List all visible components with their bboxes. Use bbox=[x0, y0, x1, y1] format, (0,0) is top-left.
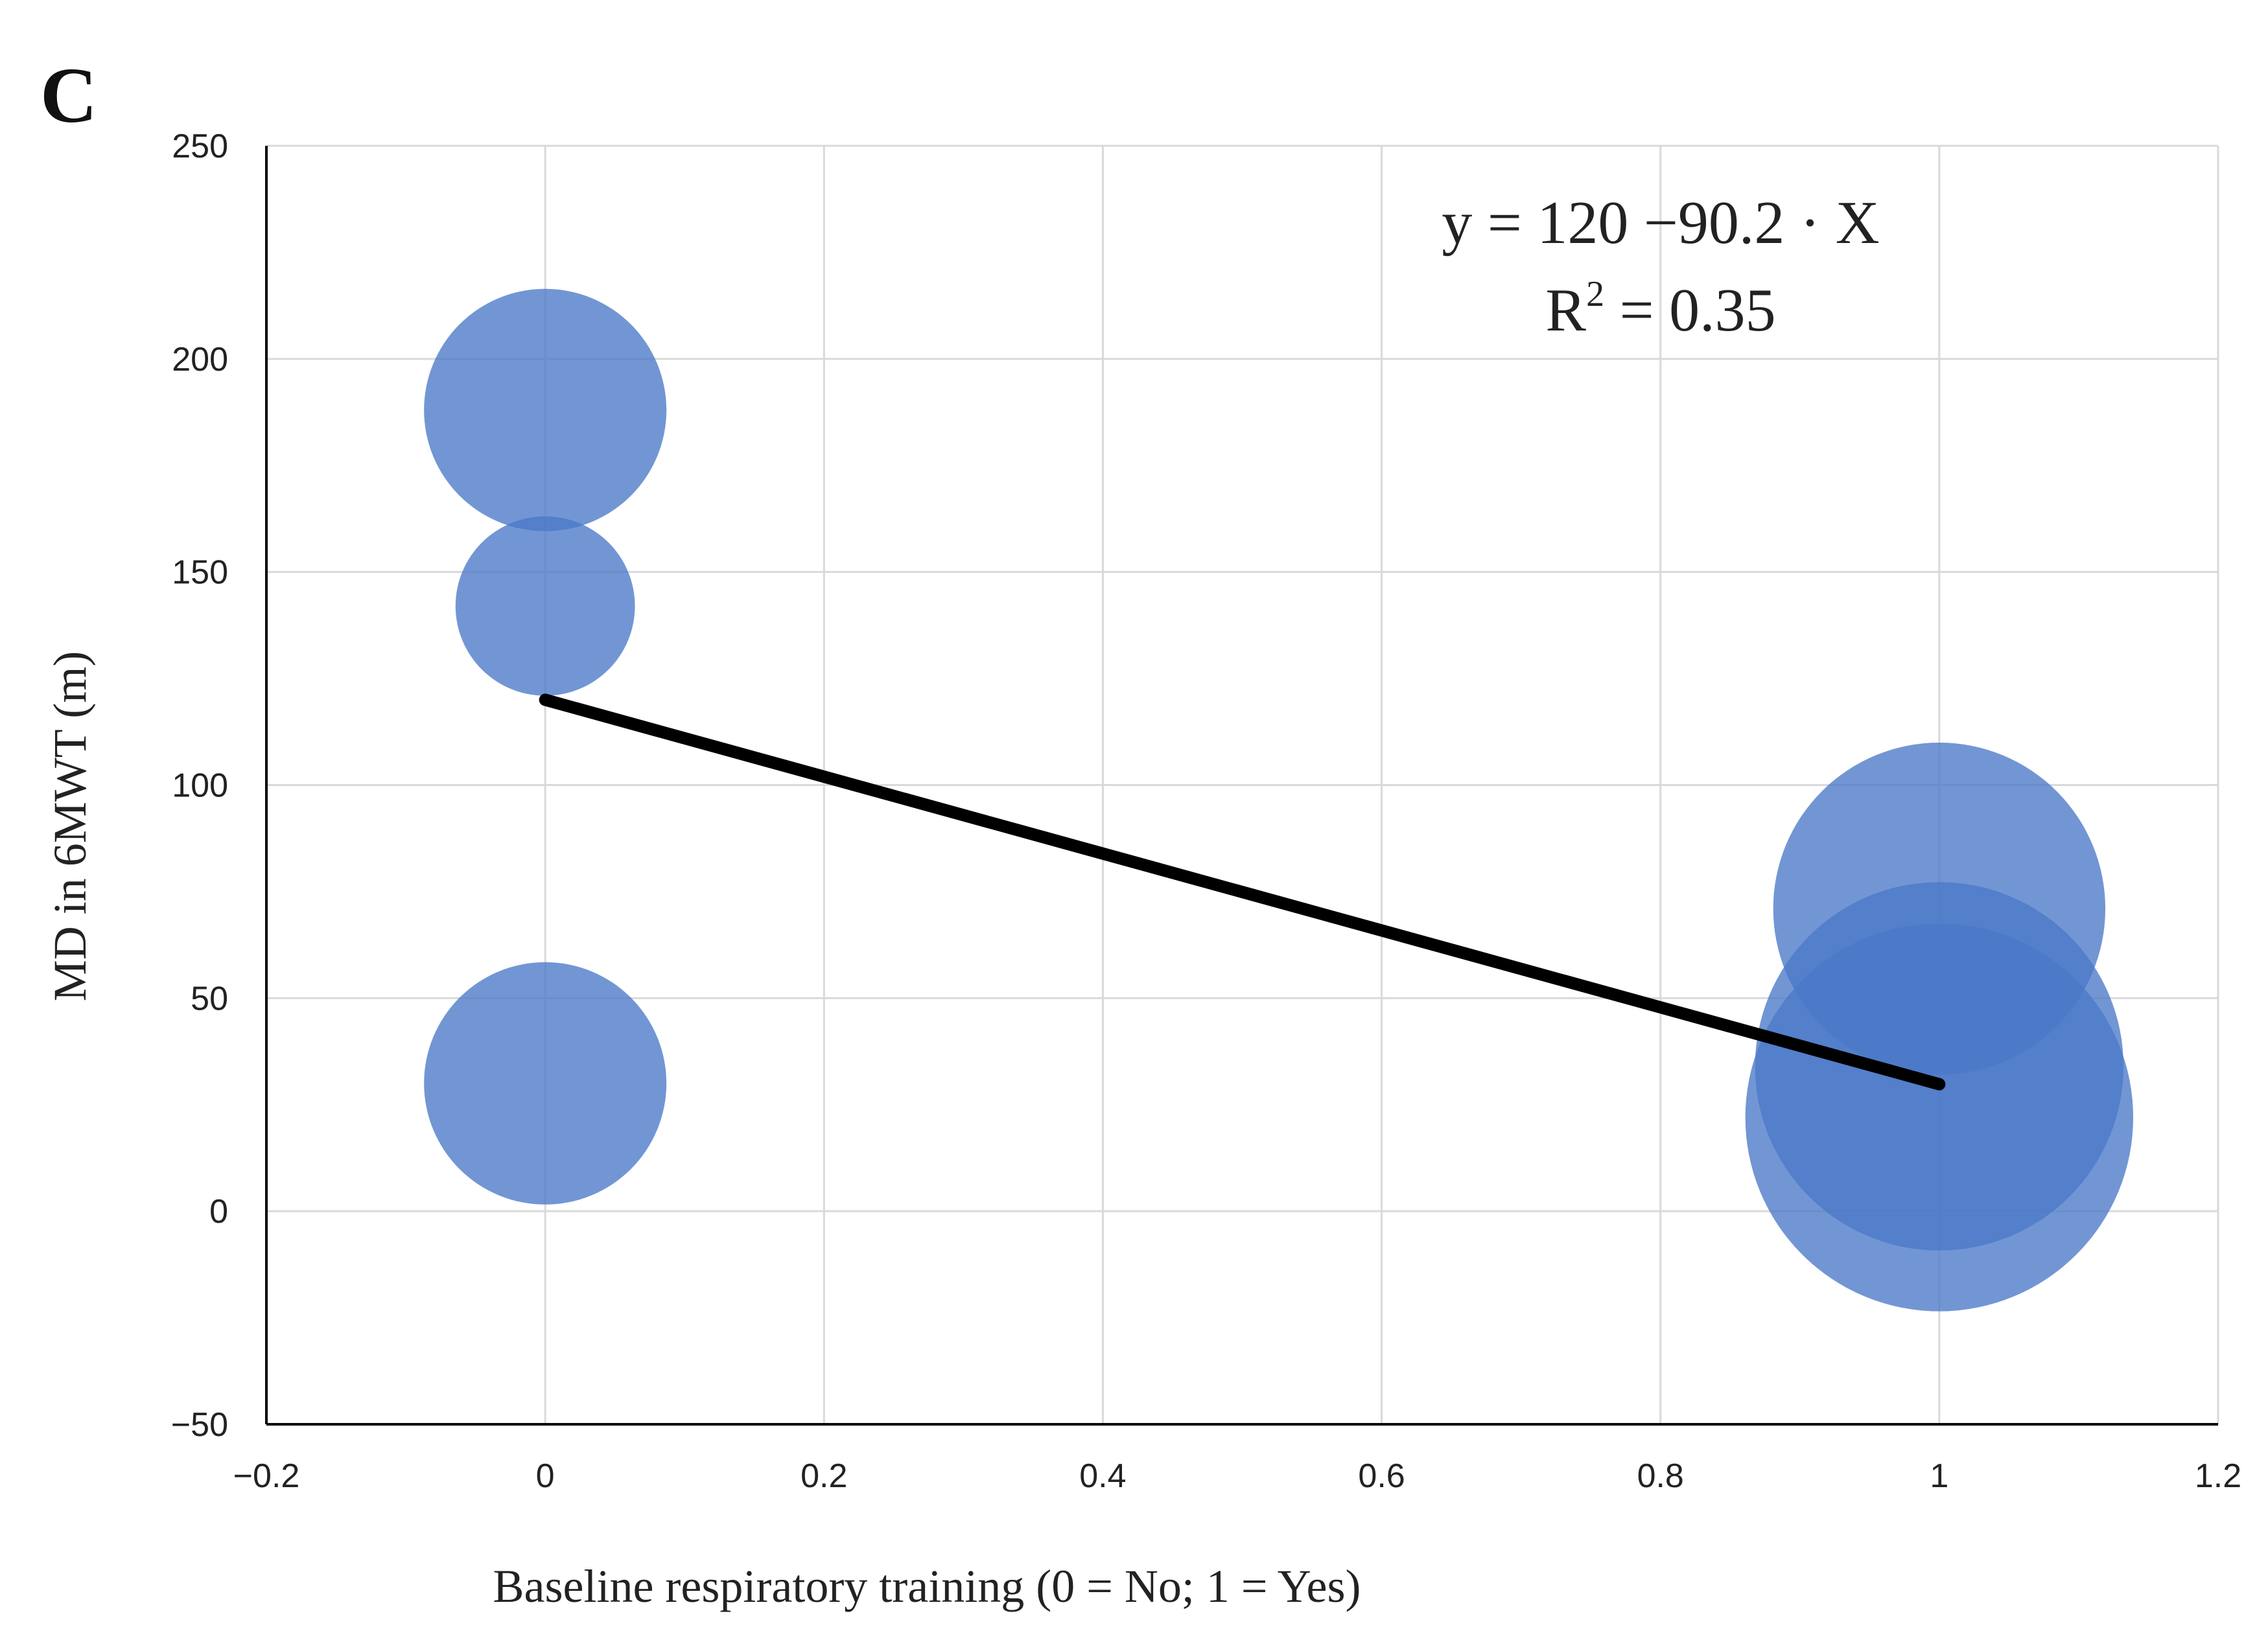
regression-line bbox=[539, 693, 1946, 1091]
bubble-point bbox=[424, 288, 667, 531]
x-axis-title: Baseline respiratory training (0 = No; 1… bbox=[493, 1560, 1361, 1612]
x-tick-label: 1 bbox=[1930, 1457, 1948, 1495]
panel-label: C bbox=[40, 52, 97, 139]
y-axis-title: MD in 6MWT (m) bbox=[44, 651, 96, 1002]
y-tick-label: 0 bbox=[209, 1193, 228, 1231]
regression-line-group bbox=[539, 693, 1946, 1091]
x-tick-label: 1.2 bbox=[2195, 1457, 2241, 1495]
y-tick-label: 250 bbox=[172, 128, 228, 165]
bubble-point bbox=[455, 516, 635, 696]
bubbles bbox=[424, 288, 2134, 1312]
bubble-point bbox=[424, 962, 667, 1205]
y-tick-label: −50 bbox=[171, 1406, 228, 1444]
r-squared-prefix: R bbox=[1545, 277, 1586, 344]
y-tick-labels: −50 0 50 100 150 200 250 bbox=[171, 128, 228, 1444]
x-tick-label: 0.2 bbox=[801, 1457, 847, 1495]
bubble-point bbox=[1745, 923, 2134, 1312]
r-squared-exponent: 2 bbox=[1586, 274, 1604, 314]
x-tick-labels: −0.2 0 0.2 0.4 0.6 0.8 1 1.2 bbox=[233, 1457, 2241, 1495]
y-tick-label: 150 bbox=[172, 554, 228, 592]
equation-annotation: y = 120 −90.2 · X bbox=[1442, 189, 1879, 257]
x-tick-label: 0 bbox=[536, 1457, 555, 1495]
r-squared-value: = 0.35 bbox=[1604, 277, 1776, 344]
x-tick-label: 0.8 bbox=[1637, 1457, 1684, 1495]
y-tick-label: 100 bbox=[172, 767, 228, 805]
axes bbox=[265, 146, 2218, 1426]
r-squared-annotation: R2 = 0.35 bbox=[1545, 274, 1775, 344]
y-tick-label: 50 bbox=[191, 980, 228, 1017]
y-tick-label: 200 bbox=[172, 341, 228, 378]
x-tick-label: −0.2 bbox=[233, 1457, 300, 1495]
x-tick-label: 0.4 bbox=[1079, 1457, 1126, 1495]
x-tick-label: 0.6 bbox=[1358, 1457, 1405, 1495]
